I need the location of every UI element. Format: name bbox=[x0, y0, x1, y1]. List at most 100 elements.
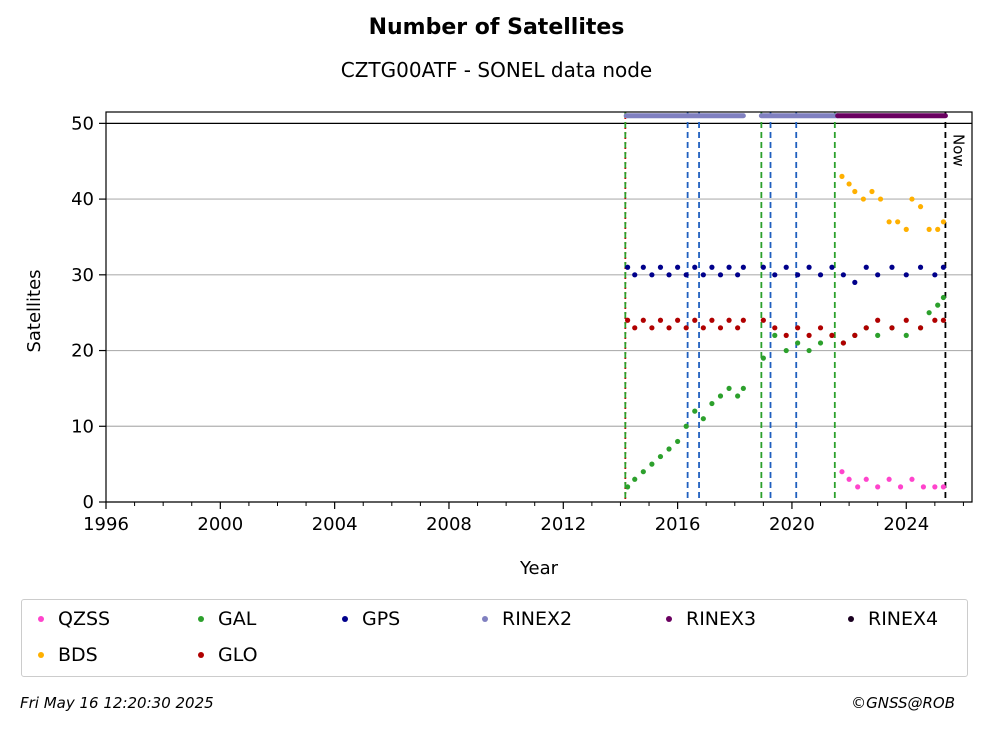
y-axis-label: Satellites bbox=[24, 269, 45, 352]
point-bds bbox=[846, 181, 852, 187]
legend-item-glo: GLO bbox=[198, 644, 258, 666]
legend-label-glo: GLO bbox=[218, 644, 258, 666]
point-gps bbox=[903, 272, 909, 278]
point-qzss bbox=[886, 476, 892, 482]
point-gal bbox=[709, 400, 715, 407]
point-qzss bbox=[839, 469, 845, 475]
point-gal bbox=[795, 340, 801, 346]
point-glo bbox=[675, 317, 681, 323]
point-bds bbox=[917, 204, 924, 210]
point-glo bbox=[806, 332, 812, 338]
point-bds bbox=[895, 219, 901, 225]
legend-label-bds: BDS bbox=[58, 644, 98, 666]
point-gal bbox=[666, 446, 672, 452]
point-gps bbox=[783, 264, 789, 270]
point-glo bbox=[932, 317, 938, 323]
point-gal bbox=[817, 340, 824, 346]
point-glo bbox=[740, 317, 746, 323]
legend-marker-rinex2 bbox=[482, 616, 488, 622]
point-glo bbox=[632, 325, 638, 331]
point-glo bbox=[657, 317, 664, 323]
point-glo bbox=[717, 325, 724, 331]
point-glo bbox=[863, 325, 869, 331]
point-gal bbox=[783, 347, 789, 354]
point-gps bbox=[709, 264, 715, 270]
legend-item-gal: GAL bbox=[198, 608, 256, 630]
point-gps bbox=[717, 272, 724, 278]
y-tick-label: 30 bbox=[71, 265, 94, 286]
point-gps bbox=[735, 272, 741, 278]
point-gps bbox=[795, 272, 801, 278]
x-tick-label: 2000 bbox=[197, 514, 243, 535]
point-gps bbox=[726, 264, 732, 270]
point-gal bbox=[735, 393, 741, 399]
point-qzss bbox=[909, 476, 915, 482]
legend-item-bds: BDS bbox=[38, 644, 98, 666]
point-qzss bbox=[875, 484, 881, 490]
point-glo bbox=[875, 317, 881, 323]
point-glo bbox=[940, 317, 947, 323]
y-tick-label: 10 bbox=[71, 416, 94, 437]
point-glo bbox=[760, 317, 766, 323]
point-glo bbox=[772, 325, 778, 331]
point-gps bbox=[817, 272, 824, 278]
point-glo bbox=[852, 332, 858, 338]
point-bds bbox=[852, 188, 858, 195]
point-qzss bbox=[920, 484, 927, 490]
point-glo bbox=[840, 340, 846, 346]
point-gps bbox=[840, 272, 846, 278]
point-bds bbox=[935, 226, 941, 232]
point-gal bbox=[717, 393, 724, 399]
y-tick-label: 40 bbox=[71, 189, 94, 210]
legend: QZSS GAL GPS RINEX2 RINEX3 RINEX4 BDS GL… bbox=[21, 599, 968, 677]
point-gps bbox=[683, 272, 689, 278]
y-tick-label: 20 bbox=[71, 341, 94, 362]
point-glo bbox=[917, 325, 924, 331]
point-glo bbox=[795, 325, 801, 331]
legend-item-gps: GPS bbox=[342, 608, 400, 630]
legend-marker-rinex4 bbox=[848, 616, 854, 622]
point-bds bbox=[926, 226, 932, 232]
point-bds bbox=[869, 188, 875, 195]
point-gps bbox=[700, 272, 706, 278]
point-glo bbox=[783, 332, 789, 338]
point-gal bbox=[683, 423, 689, 429]
legend-marker-glo bbox=[198, 652, 204, 658]
point-gal bbox=[625, 484, 631, 490]
legend-item-qzss: QZSS bbox=[38, 608, 110, 630]
point-gal bbox=[772, 332, 778, 338]
legend-marker-gal bbox=[198, 616, 204, 622]
point-bds bbox=[940, 219, 947, 225]
point-glo bbox=[829, 332, 835, 338]
x-tick-label: 2004 bbox=[312, 514, 358, 535]
point-glo bbox=[692, 317, 698, 323]
point-gps bbox=[772, 272, 778, 278]
legend-marker-gps bbox=[342, 616, 348, 622]
legend-marker-rinex3 bbox=[666, 616, 672, 622]
point-gal bbox=[926, 310, 932, 316]
point-gps bbox=[625, 264, 631, 270]
point-gps bbox=[675, 264, 681, 270]
x-tick-label: 2008 bbox=[426, 514, 472, 535]
satellite-chart: 1996 2000 2004 2008 2012 2016 2020 2024 0 10 20 30 4… bbox=[24, 111, 973, 579]
point-glo bbox=[726, 317, 732, 323]
point-gps bbox=[917, 264, 924, 270]
footer-credit: ©GNSS@ROB bbox=[851, 694, 955, 712]
point-gps bbox=[666, 272, 672, 278]
point-gal bbox=[903, 332, 909, 338]
point-gps bbox=[829, 264, 835, 270]
point-gps bbox=[932, 272, 938, 278]
point-gal bbox=[632, 476, 638, 482]
point-glo bbox=[889, 325, 895, 331]
point-qzss bbox=[863, 476, 869, 482]
point-glo bbox=[649, 325, 655, 331]
x-tick-label: 2024 bbox=[883, 514, 929, 535]
point-gal bbox=[875, 332, 881, 338]
point-gal bbox=[940, 294, 947, 301]
point-gps bbox=[632, 272, 638, 278]
point-gal bbox=[726, 385, 732, 392]
point-qzss bbox=[846, 476, 852, 482]
chart-title: Number of Satellites bbox=[368, 15, 625, 40]
point-glo bbox=[709, 317, 715, 323]
point-gps bbox=[863, 264, 869, 270]
